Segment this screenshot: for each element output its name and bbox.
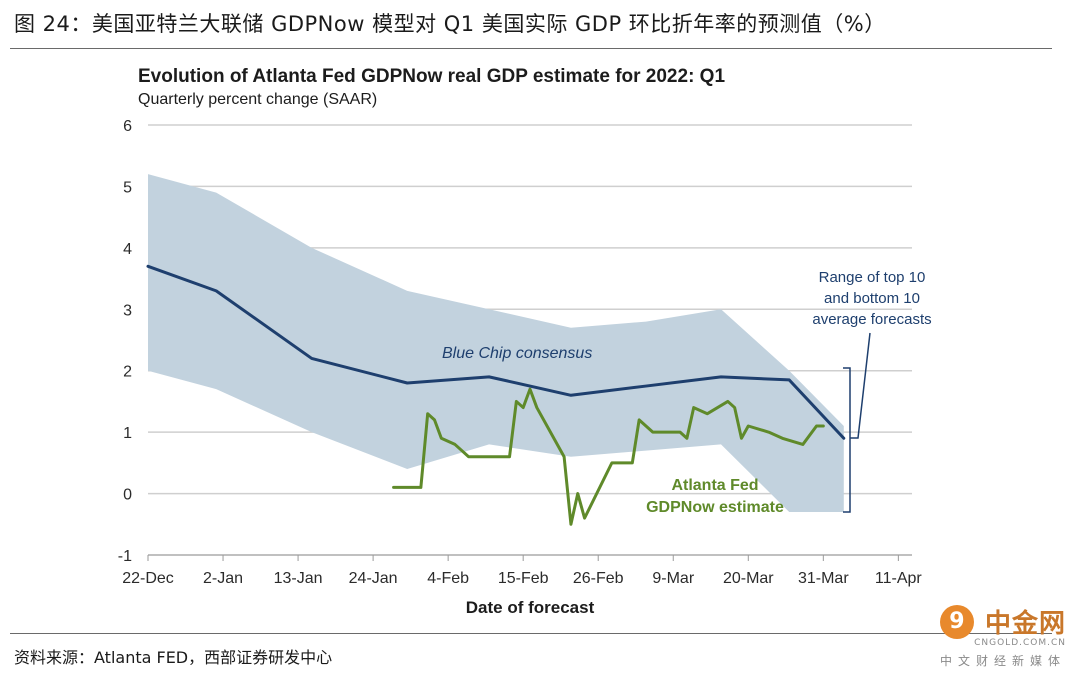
- y-tick-label: 6: [123, 118, 132, 135]
- gdpnow-estimate-line: [392, 387, 825, 526]
- watermark: 9 中金网 CNGOLD.COM.CN 中文财经新媒体: [939, 603, 1066, 669]
- watermark-tagline: 中文财经新媒体: [939, 654, 1066, 668]
- bottom-rule: [10, 633, 1052, 634]
- x-tick-label: 11-Apr: [875, 570, 923, 587]
- y-tick-label: -1: [118, 548, 132, 565]
- forecast-range-band: [148, 174, 844, 512]
- x-axis-label: Date of forecast: [466, 598, 595, 617]
- y-tick-label: 0: [123, 487, 132, 504]
- x-tick-label: 26-Feb: [573, 570, 624, 587]
- watermark-name: 中金网: [984, 609, 1066, 639]
- watermark-logo-icon: 9: [939, 604, 974, 639]
- figure-caption: 图 24：美国亚特兰大联储 GDPNow 模型对 Q1 美国实际 GDP 环比折…: [14, 12, 886, 36]
- x-tick-label: 13-Jan: [274, 570, 323, 587]
- gdp-chart: -1 0 1 2 3 4 5 6 22-Dec 2-Jan 13-Jan 24-Jan 4-Feb 15-…: [118, 66, 932, 617]
- x-tick-label: 9-Mar: [652, 570, 694, 587]
- gdpnow-annotation-line2: GDPNow estimate: [646, 499, 784, 516]
- gdpnow-annotation-line1: Atlanta Fed: [671, 477, 758, 494]
- range-annotation-line1: Range of top 10: [819, 269, 926, 286]
- y-tick-label: 4: [123, 241, 132, 258]
- blue-chip-consensus-line: [146, 264, 846, 440]
- y-tick-label: 5: [123, 179, 132, 196]
- y-tick-label: 1: [123, 425, 132, 442]
- range-pointer-line: [850, 332, 871, 439]
- x-tick-label: 20-Mar: [723, 570, 774, 587]
- x-tick-label: 31-Mar: [798, 570, 849, 587]
- range-bracket: [843, 367, 851, 513]
- series-layer: [146, 264, 846, 526]
- tick-layer: -1 0 1 2 3 4 5 6 22-Dec 2-Jan 13-Jan 24-Jan 4-Feb 15-…: [118, 118, 923, 587]
- x-tick-label: 24-Jan: [349, 570, 398, 587]
- watermark-url: CNGOLD.COM.CN: [974, 638, 1066, 648]
- source-note: 资料来源：Atlanta FED，西部证券研发中心: [14, 648, 333, 667]
- top-rule: [10, 48, 1052, 49]
- chart-title: Evolution of Atlanta Fed GDPNow real GDP…: [138, 66, 725, 87]
- y-tick-label: 2: [123, 364, 132, 381]
- y-tick-label: 3: [123, 302, 132, 319]
- band-layer: [148, 174, 844, 512]
- range-annotation-line2: and bottom 10: [824, 290, 920, 307]
- x-tick-label: 15-Feb: [498, 570, 549, 587]
- consensus-annotation: Blue Chip consensus: [442, 345, 592, 362]
- x-tick-label: 22-Dec: [122, 570, 174, 587]
- x-tick-label: 4-Feb: [427, 570, 469, 587]
- chart-subtitle: Quarterly percent change (SAAR): [138, 91, 377, 108]
- range-annotation-line3: average forecasts: [812, 311, 931, 328]
- x-tick-label: 2-Jan: [203, 570, 243, 587]
